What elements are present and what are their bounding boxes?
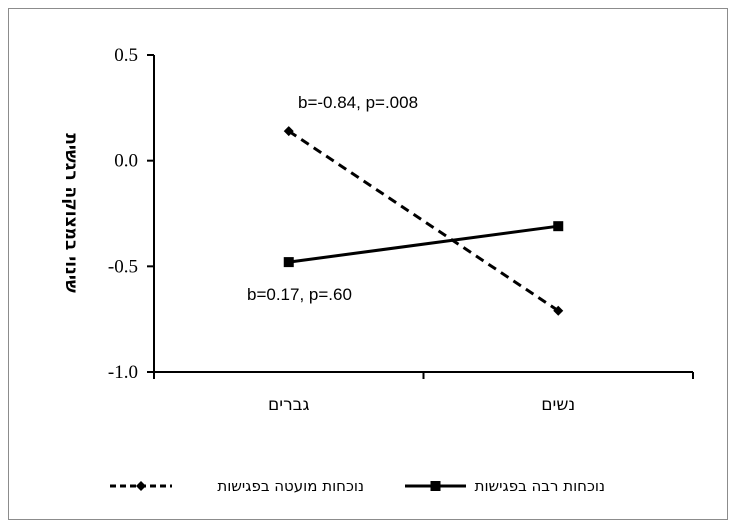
legend-marker [136,481,146,491]
series-low-attendance [283,126,564,316]
legend: נוכחות מועטה בפגישות נוכחות רבה בפגישות [110,477,605,495]
y-tick-label: 0.5 [114,45,138,66]
y-tick-label: -0.5 [108,256,138,277]
data-point [553,305,564,316]
series-layer [283,126,564,316]
data-point [283,257,294,268]
data-point [553,221,564,232]
chart-frame [8,8,728,520]
series-annotation: b=-0.84, p=.008 [298,93,418,112]
annotations: b=-0.84, p=.008 b=0.17, p=.60 [247,93,418,304]
axes [153,55,693,373]
x-ticks: גברים נשים [153,372,694,415]
legend-label: נוכחות רבה בפגישות [475,477,605,495]
series-line [288,224,559,264]
legend-label: נוכחות מועטה בפגישות [217,477,364,495]
series-line [287,129,560,312]
series-annotation: b=0.17, p=.60 [247,285,352,304]
y-tick-label: -1.0 [108,362,138,383]
data-point [283,126,294,137]
legend-marker [430,481,441,491]
x-category-label: גברים [268,395,310,415]
legend-item: נוכחות רבה בפגישות [405,477,605,495]
x-category-label: נשים [541,395,575,415]
series-high-attendance [283,221,564,268]
y-axis-label: שינוי במצוקה רגשית [61,133,81,293]
y-tick-label: 0.0 [114,151,138,172]
legend-item: נוכחות מועטה בפגישות [110,477,364,495]
y-ticks: 0.5 0.0 -0.5 -1.0 [108,45,154,383]
